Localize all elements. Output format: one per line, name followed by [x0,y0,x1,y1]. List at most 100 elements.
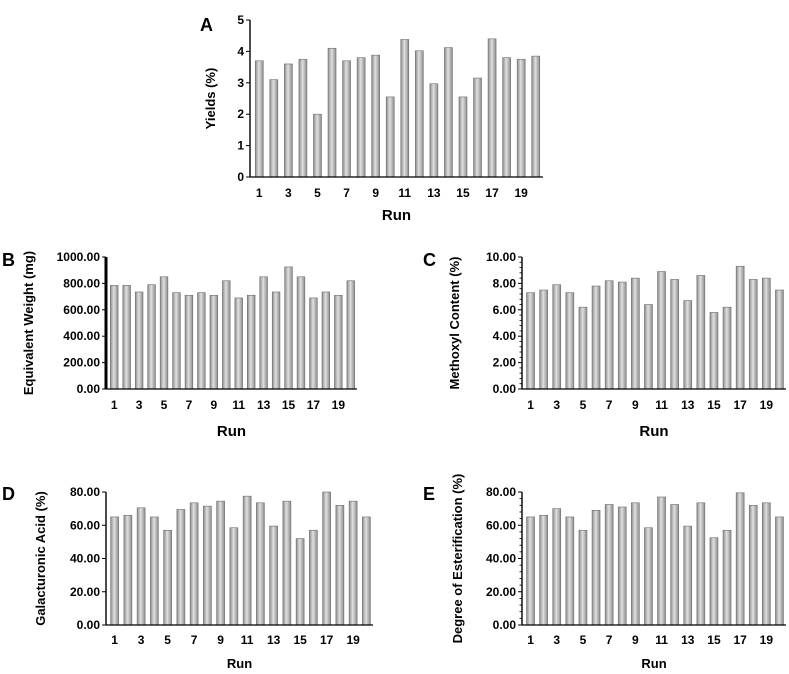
x-tick-label: 11 [232,398,245,412]
bar-run-13 [683,525,693,626]
bar-run-20 [346,280,355,390]
x-tick-label: 5 [164,633,171,647]
x-tick-label: 3 [138,633,145,647]
bar-run-16 [473,77,482,178]
x-tick-label: 7 [191,633,198,647]
bar-run-4 [565,516,575,626]
x-tick-label: 17 [307,398,321,412]
bar-run-8 [203,505,212,626]
bar-run-20 [362,516,371,626]
bar-run-15 [709,312,719,390]
x-tick-label: 13 [257,398,271,412]
bar-run-3 [284,63,293,178]
bar-run-16 [722,529,732,626]
x-tick-label: 9 [210,398,217,412]
bar-run-5 [163,529,172,626]
y-tick-label: 10.00 [486,250,516,264]
bar-run-10 [229,527,239,626]
bar-run-4 [565,292,575,390]
x-tick-label: 15 [293,633,307,647]
bar-run-19 [762,502,771,626]
y-tick-label: 0.00 [77,618,101,632]
x-tick-label: 1 [111,398,118,412]
x-tick-label: 3 [553,398,560,412]
bar-run-20 [775,516,784,626]
x-tick-label: 11 [655,398,668,412]
x-tick-label: 11 [241,633,254,647]
y-tick-label: 800.00 [63,276,100,290]
x-tick-label: 3 [136,398,143,412]
x-tick-label: 17 [320,633,334,647]
x-tick-label: 1 [527,398,534,412]
x-axis-label: Run [227,656,252,671]
bar-run-10 [644,527,653,626]
bar-run-1 [254,60,264,178]
bar-run-17 [322,491,331,626]
x-tick-label: 1 [256,186,263,200]
bar-run-15 [458,96,468,178]
bar-run-12 [247,294,256,390]
x-tick-label: 3 [285,186,292,200]
y-tick-label: 20.00 [70,585,100,599]
bar-run-15 [709,537,719,626]
bar-run-2 [539,514,548,626]
bar-run-14 [696,502,706,626]
bar-run-14 [696,275,706,390]
y-tick-label: 20.00 [486,585,516,599]
x-tick-label: 9 [372,186,379,200]
bar-run-20 [775,289,784,390]
x-tick-label: 19 [514,186,528,200]
y-tick-label: 1000.00 [57,250,101,264]
bar-run-9 [216,500,225,626]
x-tick-label: 1 [527,633,534,647]
y-axis-label: Methoxyl Content (%) [447,257,462,390]
x-tick-label: 9 [632,633,639,647]
y-tick-label: 5 [237,13,244,27]
y-tick-label: 0.00 [493,382,517,396]
x-tick-label: 13 [681,398,695,412]
bar-run-19 [348,500,358,626]
panel-letter: C [423,250,436,270]
bar-run-4 [298,58,308,178]
y-axis-label: Yields (%) [203,68,218,130]
x-tick-label: 13 [267,633,281,647]
y-tick-label: 60.00 [486,518,516,532]
y-tick-label: 0.00 [493,618,517,632]
x-tick-label: 7 [186,398,193,412]
bar-run-14 [282,500,292,626]
y-tick-label: 80.00 [70,485,100,499]
bar-run-2 [122,285,131,390]
x-axis-label: Run [382,207,411,224]
x-tick-label: 15 [707,398,721,412]
x-tick-label: 5 [580,398,587,412]
x-tick-label: 7 [343,186,350,200]
bar-run-9 [371,54,380,178]
y-tick-label: 4 [237,44,244,58]
x-tick-label: 5 [314,186,321,200]
bar-run-13 [259,276,268,390]
x-tick-label: 13 [427,186,441,200]
bar-run-5 [313,113,322,178]
bar-run-8 [617,281,627,390]
bar-run-3 [136,507,146,626]
bar-run-13 [269,525,278,626]
x-axis-label: Run [641,656,666,671]
bar-run-19 [334,294,343,390]
bar-run-10 [222,280,231,390]
bar-run-6 [176,509,186,626]
x-axis-label: Run [639,423,668,440]
panel-letter: B [2,250,15,270]
bar-run-7 [342,60,351,178]
bar-run-14 [271,291,281,390]
bar-run-1 [526,516,535,626]
y-tick-label: 2 [237,107,244,121]
bar-run-10 [644,304,653,390]
bar-run-12 [256,502,265,626]
bar-run-5 [578,306,588,390]
y-tick-label: 4.00 [493,329,517,343]
x-tick-label: 3 [553,633,560,647]
bar-run-9 [631,502,640,626]
bar-run-5 [578,529,588,626]
